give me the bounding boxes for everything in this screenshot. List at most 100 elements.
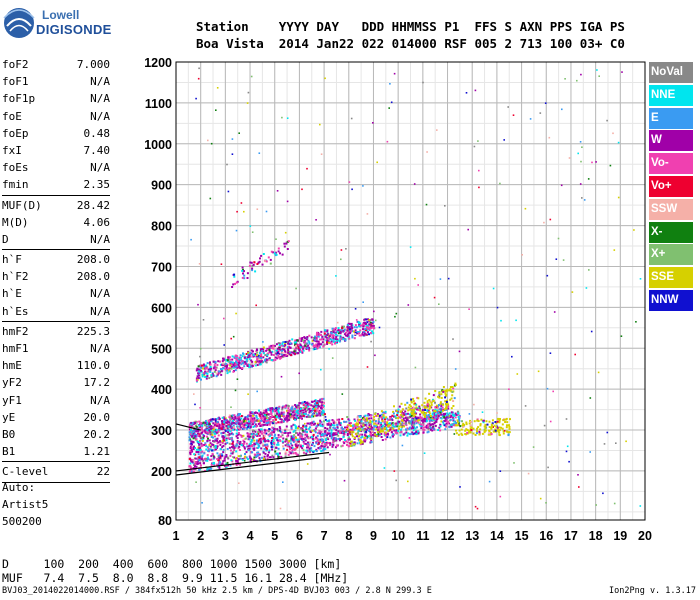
- echo-point: [414, 420, 417, 423]
- echo-point: [299, 415, 302, 418]
- x-tick-label: 10: [391, 529, 405, 543]
- noise-point: [199, 447, 202, 449]
- echo-point: [197, 369, 200, 372]
- echo-point: [495, 422, 498, 425]
- echo-point: [394, 423, 397, 426]
- echo-point: [202, 421, 205, 424]
- echo-point: [347, 437, 350, 439]
- echo-point: [417, 430, 420, 433]
- echo-point: [384, 420, 387, 423]
- echo-point: [237, 455, 240, 458]
- echo-point: [222, 362, 224, 365]
- echo-point: [205, 377, 208, 380]
- echo-point: [226, 359, 229, 362]
- echo-point: [366, 321, 369, 324]
- echo-point: [258, 260, 261, 263]
- echo-point: [234, 282, 236, 285]
- echo-point: [309, 410, 312, 412]
- echo-point: [225, 421, 228, 424]
- echo-point: [408, 433, 411, 436]
- echo-point: [428, 392, 431, 395]
- echo-point: [241, 421, 244, 424]
- noise-point: [280, 375, 283, 378]
- header-labels: Station YYYY DAY DDD HHMMSS P1 FFS S AXN…: [196, 19, 625, 34]
- echo-point: [266, 419, 269, 421]
- echo-point: [208, 423, 211, 426]
- echo-point: [333, 440, 336, 442]
- echo-point: [238, 361, 241, 364]
- echo-point: [267, 256, 270, 259]
- echo-point: [249, 424, 252, 427]
- echo-point: [271, 429, 274, 432]
- echo-point: [361, 435, 364, 438]
- echo-point: [296, 414, 299, 417]
- echo-point: [262, 411, 265, 414]
- echo-point: [290, 407, 293, 410]
- echo-point: [293, 409, 296, 412]
- echo-point: [368, 424, 371, 427]
- echo-point: [249, 261, 252, 264]
- echo-point: [243, 424, 246, 427]
- echo-point: [251, 360, 254, 363]
- echo-point: [272, 442, 275, 444]
- echo-point: [332, 443, 335, 446]
- echo-point: [331, 445, 334, 448]
- echo-point: [299, 346, 302, 349]
- echo-point: [340, 338, 343, 340]
- echo-point: [234, 415, 237, 418]
- echo-point: [189, 465, 192, 468]
- echo-point: [240, 356, 242, 359]
- echo-point: [234, 363, 237, 366]
- echo-point: [354, 324, 357, 327]
- noise-point: [639, 278, 642, 280]
- noise-point: [515, 319, 517, 322]
- echo-point: [389, 436, 392, 439]
- echo-point: [272, 440, 275, 443]
- echo-point: [304, 408, 306, 411]
- echo-point: [318, 333, 321, 336]
- echo-point: [253, 443, 256, 445]
- echo-point: [320, 430, 323, 433]
- echo-point: [325, 437, 328, 440]
- echo-point: [437, 415, 440, 418]
- echo-point: [385, 426, 388, 429]
- echo-point: [321, 442, 324, 445]
- echo-point: [366, 331, 369, 334]
- echo-point: [324, 448, 327, 451]
- echo-point: [497, 428, 499, 431]
- echo-point: [299, 417, 302, 420]
- echo-point: [452, 419, 455, 422]
- echo-point: [223, 439, 226, 442]
- echo-point: [224, 418, 227, 421]
- echo-point: [189, 451, 192, 454]
- echo-point: [249, 355, 252, 358]
- echo-point: [274, 433, 277, 436]
- echo-point: [321, 413, 324, 416]
- echo-point: [242, 272, 244, 275]
- noise-point: [366, 366, 369, 368]
- echo-point: [206, 362, 209, 365]
- echo-point: [418, 421, 421, 424]
- echo-point: [277, 441, 280, 444]
- echo-point: [397, 422, 400, 425]
- echo-point: [294, 404, 297, 406]
- echo-point: [356, 428, 359, 430]
- noise-point: [507, 106, 509, 108]
- echo-point: [312, 423, 315, 426]
- echo-point: [440, 390, 443, 393]
- echo-point: [346, 428, 349, 431]
- echo-point: [429, 427, 432, 430]
- echo-point: [426, 400, 429, 403]
- echo-point: [282, 437, 285, 440]
- echo-point: [197, 365, 200, 368]
- echo-point: [213, 461, 215, 464]
- noise-point: [279, 430, 281, 432]
- param-row: h`F 208.0: [2, 251, 110, 268]
- echo-point: [381, 439, 384, 441]
- echo-point: [445, 416, 448, 419]
- echo-point: [196, 375, 199, 378]
- echo-point: [329, 342, 332, 345]
- echo-point: [295, 438, 298, 441]
- echo-point: [291, 449, 294, 452]
- echo-point: [247, 449, 250, 452]
